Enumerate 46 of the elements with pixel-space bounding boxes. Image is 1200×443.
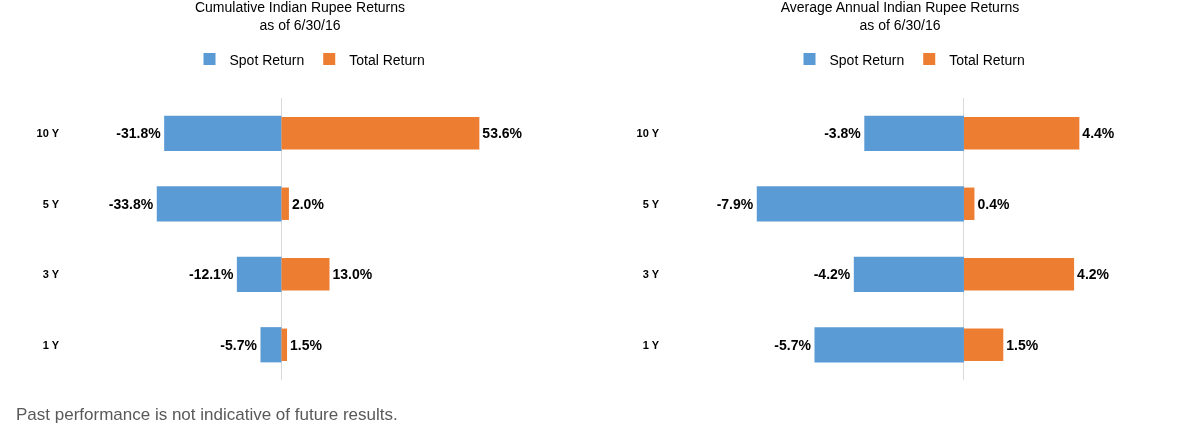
data-label: 1.5%: [1006, 336, 1039, 353]
data-label: 4.4%: [1082, 125, 1115, 142]
data-label: -31.8%: [116, 125, 162, 142]
bar: [156, 186, 282, 222]
bar: [281, 187, 289, 220]
data-label: -3.8%: [824, 125, 862, 142]
legend-label: Spot Return: [229, 51, 305, 68]
bar: [756, 186, 964, 222]
y-tick-label: 1 Y: [642, 338, 660, 351]
data-label: -5.7%: [220, 336, 258, 353]
data-label: 13.0%: [332, 266, 373, 283]
bar: [853, 256, 964, 292]
bar: [236, 256, 282, 292]
data-label: 1.5%: [290, 336, 323, 353]
data-label: -7.9%: [716, 195, 754, 212]
bar: [281, 258, 330, 291]
bar: [281, 117, 480, 150]
legend-label: Spot Return: [829, 51, 905, 68]
data-label: 4.2%: [1077, 266, 1110, 283]
data-label: 0.4%: [977, 195, 1010, 212]
bar: [864, 115, 964, 151]
data-label: 53.6%: [482, 125, 523, 142]
y-tick-label: 1 Y: [42, 338, 60, 351]
y-tick-label: 10 Y: [636, 127, 660, 140]
y-tick-label: 3 Y: [42, 268, 60, 281]
y-tick-label: 5 Y: [42, 197, 60, 210]
data-label: -5.7%: [774, 336, 812, 353]
legend-label: Total Return: [949, 51, 1025, 68]
bar: [963, 328, 1004, 361]
bar: [260, 327, 282, 363]
bar: [164, 115, 282, 151]
bar: [963, 187, 975, 220]
data-label: -4.2%: [813, 266, 851, 283]
y-tick-label: 3 Y: [642, 268, 660, 281]
y-tick-label: 5 Y: [642, 197, 660, 210]
y-tick-label: 10 Y: [36, 127, 60, 140]
data-label: -33.8%: [108, 195, 154, 212]
bar: [963, 258, 1075, 291]
legend-label: Total Return: [349, 51, 425, 68]
data-label: 2.0%: [291, 195, 325, 212]
chart-title: Cumulative Indian Rupee Returns as of 6/30/16: [194, 0, 406, 34]
bar: [963, 117, 1080, 150]
bar: [814, 327, 964, 363]
chart-title: Average Annual Indian Rupee Returns as of 6/30/16: [780, 0, 1020, 34]
text: Past performance is not indicative of future results.: [16, 405, 398, 425]
data-label: -12.1%: [188, 266, 234, 283]
